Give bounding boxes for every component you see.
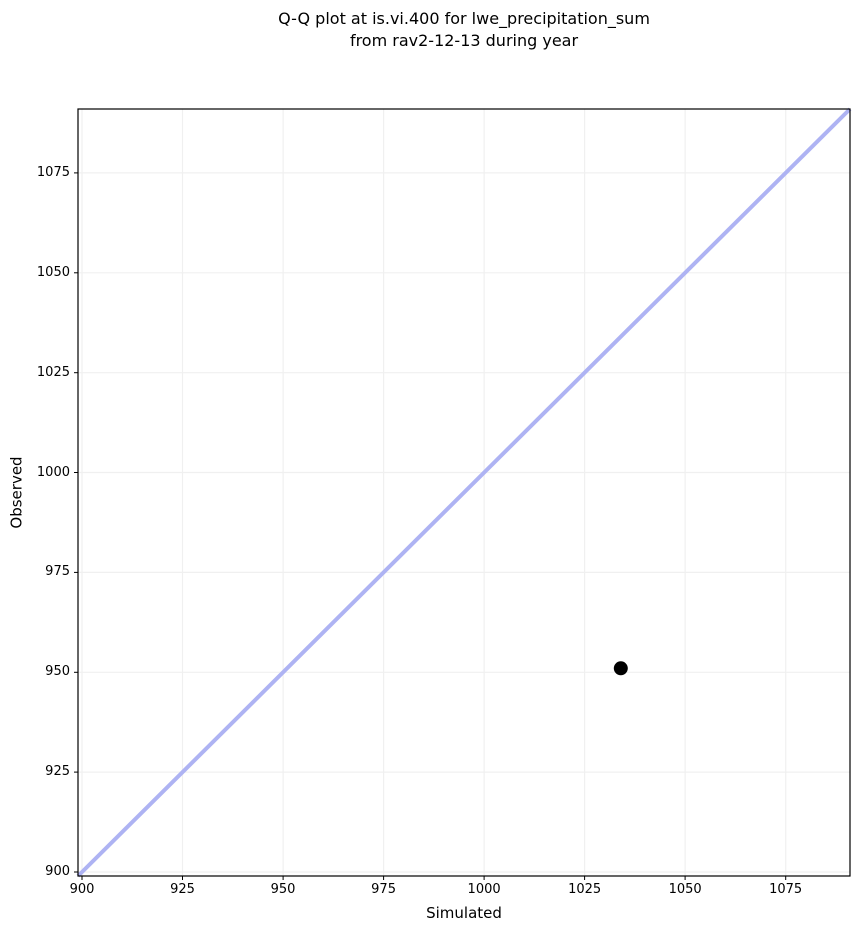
qq-points [613,661,628,676]
chart-title-line2: from rav2-12-13 during year [349,31,579,50]
x-tick-label: 950 [270,882,296,897]
x-tick-label: 1025 [568,882,602,897]
x-axis-label: Simulated [426,904,502,922]
x-tick-label: 925 [170,882,195,897]
chart-title-line1: Q-Q plot at is.vi.400 for lwe_precipitat… [278,9,650,28]
y-tick-label: 925 [45,764,70,780]
y-tick-label: 1050 [36,264,70,280]
plot-border [77,108,851,877]
y-tick-label: 900 [45,864,70,879]
x-tick-label: 975 [371,882,396,897]
x-tick-label: 1000 [467,882,501,897]
y-tick-label: 1025 [36,364,70,380]
chart-title: Q-Q plot at is.vi.400 for lwe_precipitat… [78,8,850,52]
y-tick-label: 975 [45,564,70,580]
y-tick-label: 950 [45,664,70,680]
y-axis-label: Observed [7,456,26,529]
y-tick-label: 1000 [36,464,70,480]
identity-line [76,107,852,878]
x-tick-label: 900 [69,882,95,897]
x-tick-label: 1075 [769,882,803,897]
x-tick-label: 1050 [668,882,702,897]
y-tick-label: 1075 [36,164,70,180]
